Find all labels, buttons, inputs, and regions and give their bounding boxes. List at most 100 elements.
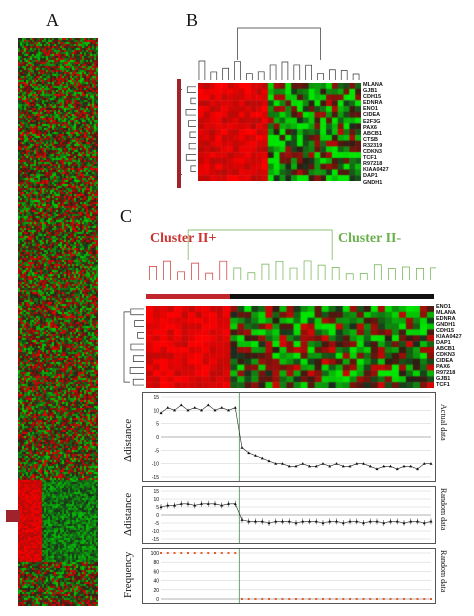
data-point [294, 521, 298, 525]
gene-label: PAX6 [363, 124, 377, 131]
data-point [362, 521, 365, 525]
data-point [308, 519, 311, 523]
data-point [281, 598, 284, 600]
gene-label: TCF1 [436, 382, 450, 388]
data-point [335, 519, 338, 523]
data-point [301, 598, 304, 600]
plot-random: 15 10 5 0 -5 -10 -15 [142, 486, 436, 544]
plot-actual-right-label: Actual data [439, 404, 448, 441]
data-point [200, 552, 203, 554]
data-point [187, 552, 189, 554]
gene-label: CDKN3 [363, 149, 382, 156]
dendrogram-top-c [149, 229, 436, 280]
data-point [160, 552, 162, 554]
data-point [274, 519, 278, 523]
data-point [220, 503, 224, 507]
heatmap-b [198, 83, 361, 181]
data-point [159, 505, 163, 509]
y-tick-label: -10 [152, 462, 159, 468]
data-point [422, 521, 426, 525]
y-tick-label: 80 [153, 560, 159, 566]
data-point [247, 598, 250, 600]
data-point [322, 598, 324, 600]
gene-label: TCF1 [363, 155, 377, 162]
y-tick-label: -15 [152, 537, 159, 543]
gene-label: ABCB1 [436, 346, 455, 352]
data-point [159, 411, 163, 415]
gene-label: ENO1 [363, 106, 378, 113]
data-point [409, 464, 413, 468]
plot-frequency-right-label: Random data [439, 550, 448, 593]
data-point [429, 462, 433, 465]
data-point [315, 598, 318, 600]
data-point [389, 519, 392, 523]
y-tick-label: 0 [156, 597, 159, 603]
gene-label: E2F3G [363, 118, 381, 125]
data-point [227, 408, 230, 412]
data-point [314, 464, 318, 468]
y-tick-label: 5 [156, 422, 159, 428]
data-point [267, 521, 271, 525]
gene-label: PAX6 [436, 364, 450, 370]
data-point [423, 598, 426, 600]
data-point [220, 552, 223, 554]
data-point [247, 451, 251, 455]
data-point [402, 521, 406, 525]
y-tick-label: 15 [153, 489, 159, 495]
data-point [247, 519, 251, 523]
gene-label: CDKN3 [436, 352, 455, 358]
dendrogram-left-c [123, 308, 144, 386]
gene-label: CIDEA [436, 358, 454, 364]
data-point [416, 598, 419, 600]
y-tick-label: 100 [151, 551, 160, 557]
data-point [396, 598, 399, 600]
y-tick-label: -10 [152, 529, 159, 535]
data-point [335, 462, 338, 465]
data-point [375, 467, 379, 471]
data-point [341, 521, 345, 525]
data-point [173, 503, 176, 507]
gene-label: DAP1 [436, 340, 451, 346]
plot-random-ylabel: Δdistance [122, 492, 134, 536]
y-tick-label: 40 [153, 579, 159, 585]
data-point [301, 519, 305, 523]
cluster-marker-a [6, 510, 20, 522]
plot-frequency-ylabel: Frequency [122, 551, 134, 598]
data-point [403, 598, 405, 600]
data-point [382, 521, 386, 525]
data-point [240, 518, 244, 521]
y-tick-label: 60 [153, 569, 159, 575]
data-point [362, 462, 365, 465]
data-point [227, 552, 230, 554]
data-point [254, 519, 257, 523]
data-point [206, 502, 210, 505]
data-point [395, 467, 399, 471]
data-point [173, 408, 176, 412]
panel-label-b: B [186, 10, 199, 30]
data-point [166, 552, 169, 554]
data-point [416, 467, 419, 471]
data-point [328, 519, 332, 523]
data-point [321, 462, 325, 465]
data-point [287, 519, 291, 523]
data-point [173, 552, 176, 554]
data-point [213, 408, 217, 412]
data-point [308, 598, 311, 600]
data-point [260, 519, 264, 523]
data-point [301, 462, 305, 465]
data-point [287, 464, 291, 468]
data-point [395, 519, 399, 523]
data-point [260, 456, 264, 460]
gene-label: ENO1 [436, 304, 451, 310]
data-point [349, 598, 351, 600]
gene-label: KIAA0427 [436, 334, 462, 340]
data-point [416, 519, 419, 523]
data-point [348, 519, 352, 523]
cluster-strip-c [146, 294, 434, 299]
y-tick-label: 0 [156, 435, 159, 441]
gene-label: DAP1 [363, 173, 378, 180]
data-point [422, 462, 426, 465]
data-point [335, 598, 338, 600]
y-tick-label: -15 [152, 475, 159, 481]
data-point [368, 464, 372, 468]
